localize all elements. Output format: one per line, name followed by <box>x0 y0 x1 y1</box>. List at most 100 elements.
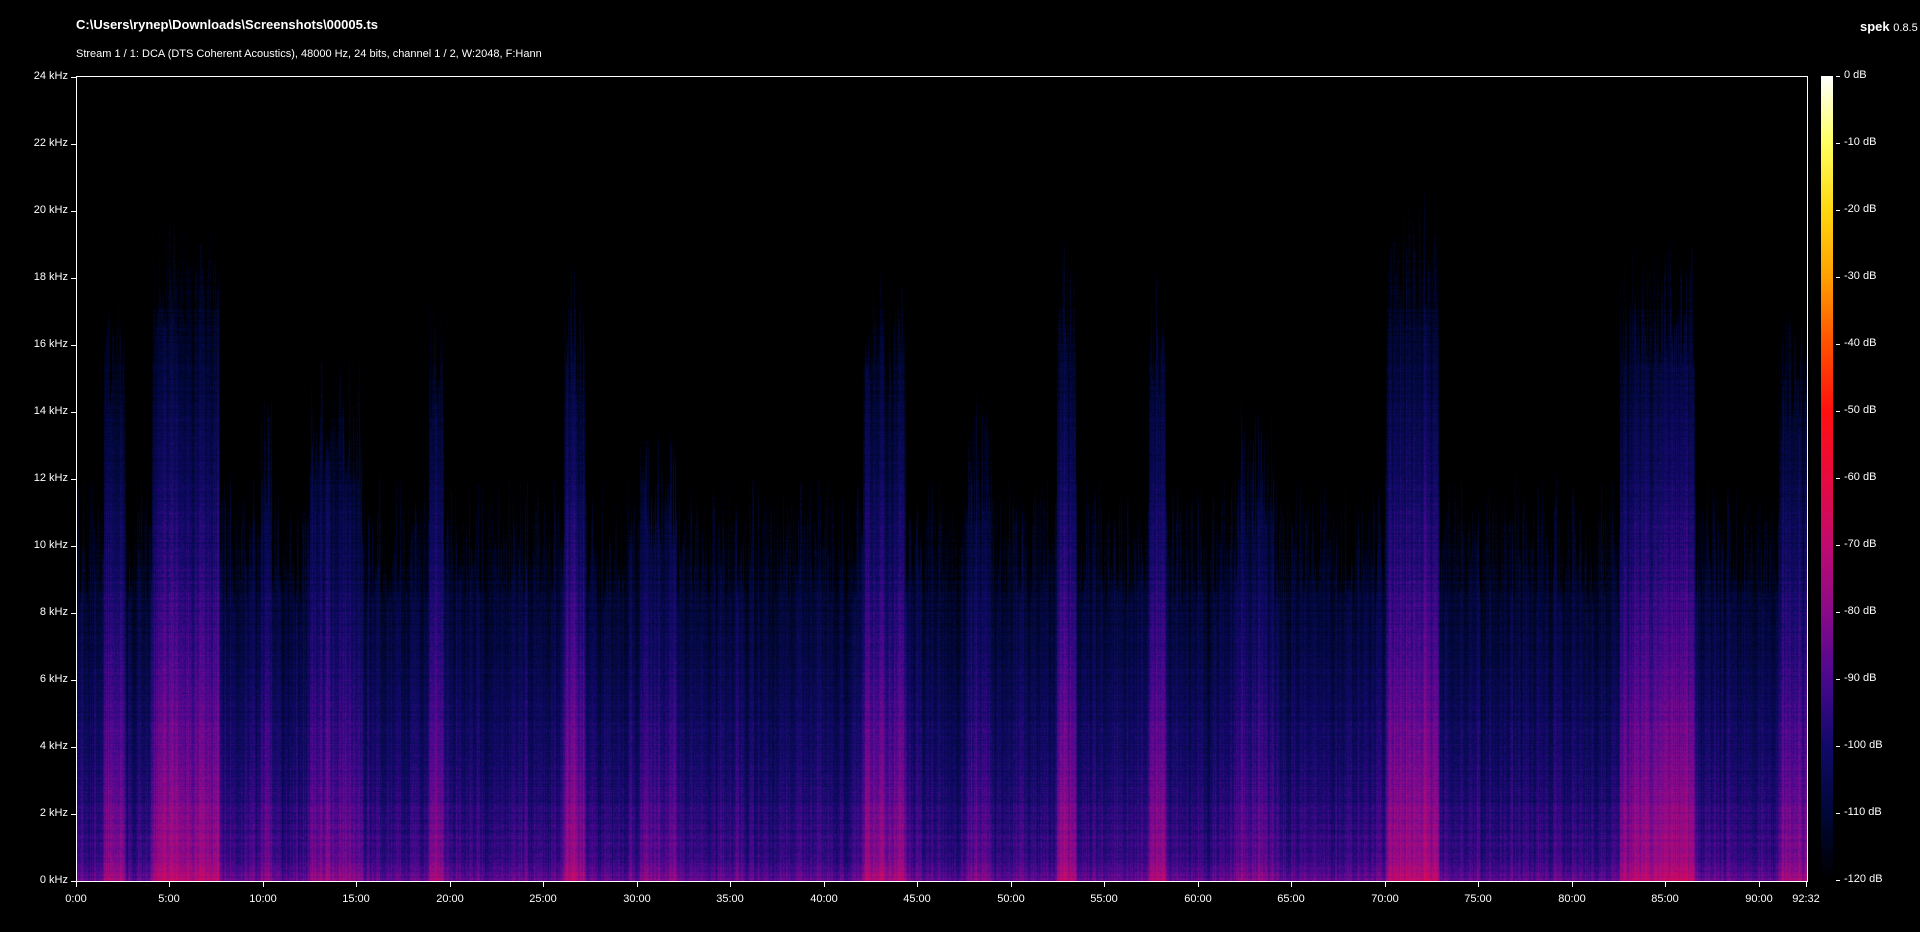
stream-info: Stream 1 / 1: DCA (DTS Coherent Acoustic… <box>76 48 542 60</box>
y-tick <box>71 814 76 815</box>
x-tick <box>1665 882 1666 887</box>
x-tick <box>917 882 918 887</box>
x-tick-label: 80:00 <box>1558 893 1586 905</box>
colorbar-tick-label: -50 dB <box>1844 404 1877 416</box>
x-tick <box>543 882 544 887</box>
x-tick <box>356 882 357 887</box>
x-tick <box>169 882 170 887</box>
y-tick <box>71 479 76 480</box>
colorbar <box>1821 76 1833 881</box>
spectrogram-plot <box>76 76 1808 882</box>
colorbar-tick-label: -20 dB <box>1844 203 1877 215</box>
colorbar-tick <box>1836 210 1840 211</box>
x-tick-label: 85:00 <box>1651 893 1679 905</box>
colorbar-tick <box>1836 679 1840 680</box>
x-tick <box>1572 882 1573 887</box>
x-tick-label: 10:00 <box>249 893 277 905</box>
y-tick-label: 14 kHz <box>33 405 68 417</box>
x-tick-label: 25:00 <box>529 893 557 905</box>
x-tick <box>76 882 77 887</box>
x-tick-label: 15:00 <box>342 893 370 905</box>
colorbar-tick <box>1836 813 1840 814</box>
y-tick <box>71 412 76 413</box>
x-tick-label: 75:00 <box>1464 893 1492 905</box>
colorbar-tick-label: -60 dB <box>1844 471 1877 483</box>
colorbar-tick <box>1836 143 1840 144</box>
x-tick-label: 45:00 <box>903 893 931 905</box>
colorbar-tick <box>1836 411 1840 412</box>
x-tick <box>1198 882 1199 887</box>
x-tick-label: 30:00 <box>623 893 651 905</box>
y-tick-label: 2 kHz <box>39 807 68 819</box>
x-tick <box>1104 882 1105 887</box>
y-tick <box>71 77 76 78</box>
colorbar-tick-label: -30 dB <box>1844 270 1877 282</box>
colorbar-tick-label: -120 dB <box>1844 873 1883 885</box>
y-tick-label: 4 kHz <box>39 740 68 752</box>
y-tick-label: 6 kHz <box>39 673 68 685</box>
colorbar-tick-label: 0 dB <box>1844 69 1867 81</box>
x-tick <box>730 882 731 887</box>
colorbar-tick <box>1836 277 1840 278</box>
y-tick <box>71 747 76 748</box>
colorbar-tick <box>1836 545 1840 546</box>
x-tick-label: 35:00 <box>716 893 744 905</box>
y-tick-label: 24 kHz <box>33 70 68 82</box>
y-tick <box>71 144 76 145</box>
x-tick-label: 40:00 <box>810 893 838 905</box>
colorbar-tick <box>1836 746 1840 747</box>
x-tick <box>1806 882 1807 887</box>
colorbar-tick-label: -90 dB <box>1844 672 1877 684</box>
y-tick <box>71 278 76 279</box>
app-version: 0.8.5 <box>1893 22 1918 34</box>
app-name: spek <box>1860 19 1890 34</box>
y-tick-label: 12 kHz <box>33 472 68 484</box>
x-tick <box>824 882 825 887</box>
x-tick-label: 70:00 <box>1371 893 1399 905</box>
colorbar-tick <box>1836 612 1840 613</box>
x-tick <box>1291 882 1292 887</box>
x-tick <box>1478 882 1479 887</box>
y-tick-label: 18 kHz <box>33 271 68 283</box>
file-path-title: C:\Users\rynep\Downloads\Screenshots\000… <box>76 17 379 32</box>
spectrogram-heatmap <box>77 77 1807 881</box>
x-tick-label: 0:00 <box>65 893 87 905</box>
colorbar-tick <box>1836 76 1840 77</box>
x-tick <box>1759 882 1760 887</box>
x-tick <box>637 882 638 887</box>
y-tick <box>71 546 76 547</box>
colorbar-tick <box>1836 880 1840 881</box>
x-tick <box>263 882 264 887</box>
x-tick <box>1011 882 1012 887</box>
x-tick <box>450 882 451 887</box>
y-tick <box>71 881 76 882</box>
colorbar-tick <box>1836 478 1840 479</box>
y-tick-label: 8 kHz <box>39 606 68 618</box>
x-tick <box>1385 882 1386 887</box>
x-tick-label: 65:00 <box>1277 893 1305 905</box>
x-tick-label: 50:00 <box>997 893 1025 905</box>
colorbar-tick-label: -70 dB <box>1844 538 1877 550</box>
y-tick-label: 22 kHz <box>33 137 68 149</box>
colorbar-tick <box>1836 344 1840 345</box>
colorbar-tick-label: -10 dB <box>1844 136 1877 148</box>
x-tick-label: 20:00 <box>436 893 464 905</box>
colorbar-tick-label: -110 dB <box>1844 806 1882 818</box>
y-tick-label: 10 kHz <box>33 539 68 551</box>
x-tick-label: 55:00 <box>1090 893 1118 905</box>
y-tick <box>71 680 76 681</box>
x-tick-label: 60:00 <box>1184 893 1212 905</box>
colorbar-tick-label: -40 dB <box>1844 337 1877 349</box>
y-tick-label: 16 kHz <box>33 338 68 350</box>
x-tick-label: 92:32 <box>1792 893 1820 905</box>
app-brand: spek 0.8.5 <box>1860 19 1918 34</box>
y-tick-label: 20 kHz <box>33 204 68 216</box>
y-tick <box>71 211 76 212</box>
colorbar-tick-label: -100 dB <box>1844 739 1883 751</box>
y-tick <box>71 345 76 346</box>
colorbar-tick-label: -80 dB <box>1844 605 1877 617</box>
x-tick-label: 5:00 <box>158 893 180 905</box>
y-tick-label: 0 kHz <box>39 874 68 886</box>
y-tick <box>71 613 76 614</box>
x-tick-label: 90:00 <box>1745 893 1773 905</box>
